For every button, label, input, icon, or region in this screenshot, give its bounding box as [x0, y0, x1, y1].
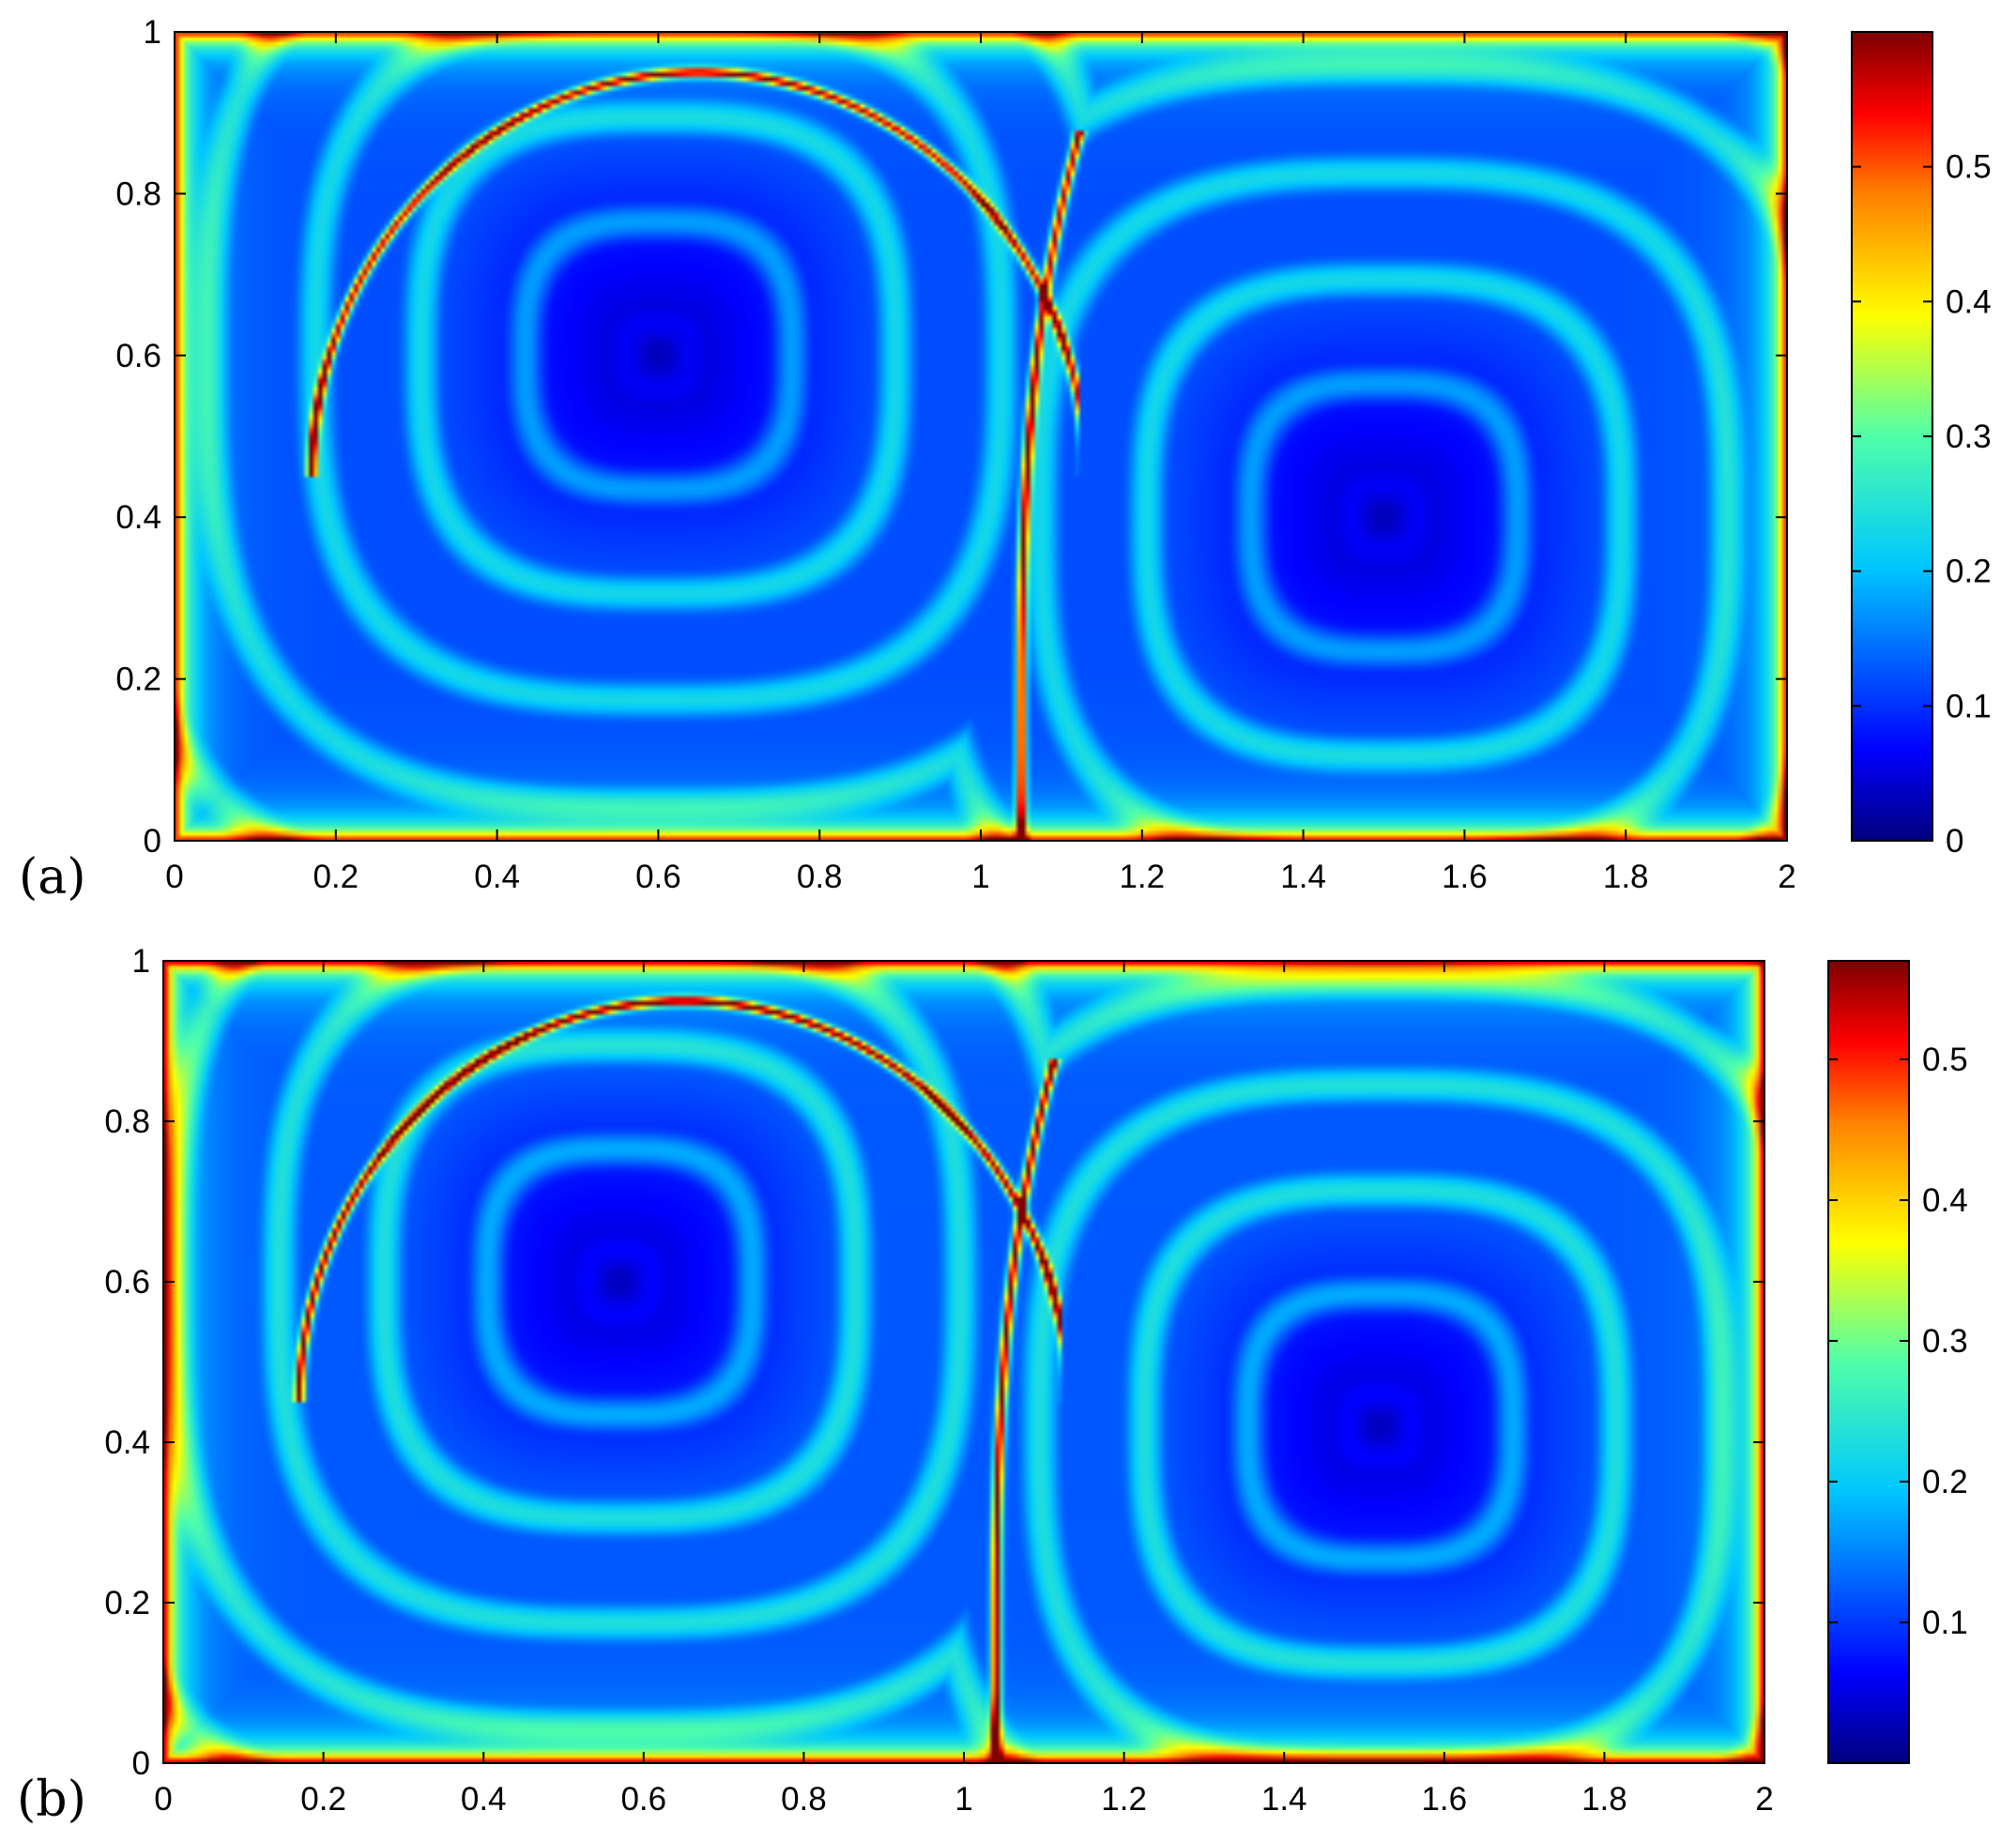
panel-a-ytick-label: 0.2 [115, 662, 161, 698]
panel-a-ytick-label: 1 [144, 14, 161, 51]
panel-b-xtick-label: 0.8 [781, 1781, 827, 1818]
panel-a-colorbar-tick-label: 0.4 [1946, 283, 1992, 320]
panel-b-xtick-label: 0.4 [461, 1781, 507, 1818]
panel-b-ytick-label: 0.6 [104, 1264, 150, 1301]
panel-a-xtick-label: 0.8 [797, 859, 843, 895]
panel-b-xtick-label: 0 [154, 1781, 172, 1818]
panel-b-colorbar-tick-label: 0.4 [1922, 1182, 1968, 1219]
panel-a-xtick-label: 1.4 [1280, 859, 1326, 895]
panel-b-xtick-label: 1.4 [1261, 1781, 1307, 1818]
panel-b-xtick-label: 2 [1755, 1781, 1773, 1818]
panel-b-xtick-label: 1 [955, 1781, 972, 1818]
panel-a-label: (a) [19, 849, 86, 905]
panel-b-colorbar-tick-label: 0.2 [1922, 1464, 1968, 1500]
panel-a-xtick-label: 1.6 [1442, 859, 1488, 895]
panel-b-heatmap [163, 961, 1764, 1763]
panel-a-colorbar-tick-label: 0.3 [1946, 418, 1992, 455]
panel-b-ytick-label: 1 [132, 943, 150, 980]
panel-b-xtick-label: 1.6 [1421, 1781, 1467, 1818]
panel-a-colorbar [1852, 32, 1932, 841]
panel-b-xtick-label: 1.8 [1581, 1781, 1627, 1818]
panel-b-colorbar-frame [1827, 960, 1910, 1764]
panel-b-colorbar-tick-label: 0.5 [1922, 1042, 1968, 1078]
panel-b: 0 0.2 0.4 0.6 0.8 1 1.2 1.4 1.6 1.8 2 0 0.2 0.4 0.6 0.8… [17, 943, 1968, 1828]
panel-a-ytick-label: 0.6 [115, 338, 161, 374]
panel-a-ytick-label: 0.8 [115, 175, 161, 212]
panel-b-ytick-label: 0.2 [104, 1585, 150, 1621]
panel-a-xtick-label: 1.8 [1603, 859, 1649, 895]
panel-a-heatmap [175, 32, 1787, 841]
panel-b-label: (b) [17, 1772, 86, 1828]
panel-a-xtick-label: 0.2 [313, 859, 359, 895]
panel-a-xtick-label: 0.6 [635, 859, 681, 895]
panel-b-ytick-label: 0.8 [104, 1103, 150, 1140]
panel-b-ytick-label: 0.4 [104, 1424, 150, 1461]
panel-b-xtick-label: 0.6 [620, 1781, 666, 1818]
panel-b-colorbar-tick-label: 0.1 [1922, 1605, 1968, 1641]
panel-b-xtick-label: 0.2 [300, 1781, 346, 1818]
panel-a-xtick-label: 0 [165, 859, 183, 895]
panel-a-xtick-label: 2 [1778, 859, 1795, 895]
panel-a-colorbar-tick-label: 0 [1946, 823, 1963, 860]
panel-b-colorbar [1828, 961, 1909, 1763]
panel-b-xtick-label: 1.2 [1101, 1781, 1147, 1818]
panel-b-colorbar-tick-label: 0.3 [1922, 1323, 1968, 1360]
panel-a-xtick-label: 1 [971, 859, 989, 895]
panel-a-xtick-label: 1.2 [1119, 859, 1165, 895]
panel-a-xtick-label: 0.4 [474, 859, 520, 895]
panel-a-colorbar-tick-label: 0.2 [1946, 554, 1992, 590]
panel-b-ytick-label: 0 [132, 1745, 150, 1782]
panel-a-ytick-label: 0 [144, 823, 161, 860]
panel-a-colorbar-tick-label: 0.1 [1946, 688, 1992, 724]
panel-a-ytick-label: 0.4 [115, 499, 161, 536]
panel-a: 0 0.2 0.4 0.6 0.8 1 1.2 1.4 1.6 1.8 2 0 0.2 0.4 0.6 0.8… [19, 14, 1992, 905]
panel-a-colorbar-tick-label: 0.5 [1946, 149, 1992, 186]
